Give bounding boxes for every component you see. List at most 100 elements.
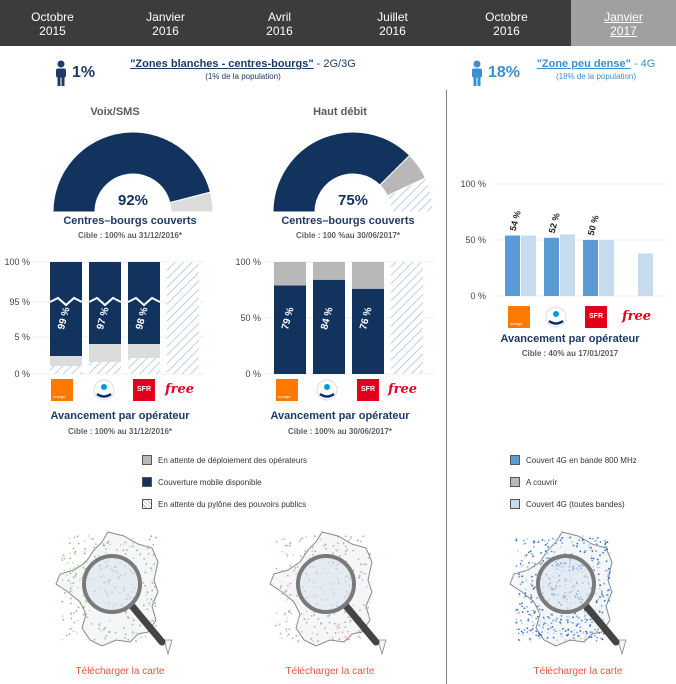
coverage-dot	[518, 575, 521, 578]
coverage-dot	[146, 598, 149, 601]
zone-left-link[interactable]: "Zones blanches - centres-bourgs"	[130, 58, 314, 70]
coverage-dot	[530, 583, 532, 586]
coverage-dot	[591, 621, 593, 624]
timeline-bar: Octobre 2015 Janvier 2016 Avril 2016 Juillet 20…	[0, 0, 676, 46]
legend-swatch	[510, 455, 520, 465]
timeline-month: Juillet	[377, 10, 408, 24]
coverage-dot	[573, 634, 575, 636]
coverage-dot	[561, 627, 564, 630]
coverage-dot	[344, 621, 346, 624]
map-haut-debit[interactable]	[260, 522, 400, 662]
timeline-month: Janvier	[146, 10, 185, 24]
coverage-dot	[281, 538, 283, 541]
coverage-dot	[351, 604, 354, 607]
timeline-item[interactable]: Avril 2016	[227, 0, 332, 46]
coverage-dot	[584, 621, 587, 624]
coverage-dot	[551, 537, 554, 540]
coverage-dot	[144, 635, 147, 638]
coverage-dot	[87, 535, 90, 537]
coverage-dot	[279, 632, 282, 635]
coverage-dot	[122, 543, 125, 546]
coverage-dot	[590, 546, 592, 549]
coverage-dot	[303, 552, 306, 555]
download-map-link[interactable]: Télécharger la carte	[285, 666, 375, 677]
coverage-dot	[285, 600, 288, 603]
coverage-dot	[537, 541, 540, 543]
timeline-item[interactable]: Juillet 2016	[340, 0, 445, 46]
coverage-dot	[70, 617, 73, 620]
coverage-dot	[69, 552, 71, 555]
timeline-item[interactable]: Janvier 2016	[113, 0, 218, 46]
coverage-dot	[597, 628, 599, 631]
coverage-dot	[603, 546, 606, 548]
bar-data-label: 50 %	[586, 214, 601, 236]
coverage-dot	[358, 576, 360, 579]
coverage-dot	[109, 543, 111, 546]
coverage-dot	[603, 582, 606, 585]
coverage-dot	[295, 634, 298, 637]
coverage-dot	[546, 637, 549, 639]
coverage-dot	[545, 557, 548, 560]
coverage-dot	[76, 535, 79, 538]
coverage-dot	[124, 541, 127, 544]
orange-logo: orange	[276, 379, 298, 401]
coverage-dot	[144, 571, 147, 574]
coverage-dot	[290, 541, 292, 544]
timeline-year: 2016	[152, 24, 179, 38]
coverage-dot	[74, 550, 77, 553]
coverage-dot	[61, 615, 64, 618]
download-map-link[interactable]: Télécharger la carte	[75, 666, 165, 677]
download-map-link[interactable]: Télécharger la carte	[533, 666, 623, 677]
timeline-item[interactable]: Janvier 2017	[571, 0, 676, 46]
coverage-dot	[590, 636, 593, 639]
coverage-dot	[150, 569, 153, 572]
coverage-dot	[518, 593, 521, 595]
sfr-logo: SFR	[133, 379, 155, 401]
coverage-dot	[135, 632, 137, 634]
coverage-dot	[540, 551, 542, 554]
axis-tick-label: 100 %	[4, 257, 30, 267]
coverage-dot	[105, 635, 108, 637]
coverage-dot	[517, 632, 520, 635]
coverage-dot	[290, 593, 293, 596]
legend-item: Couvert 4G (toutes bandes)	[510, 499, 625, 509]
coverage-dot	[533, 540, 535, 543]
coverage-dot	[83, 552, 86, 555]
map-voix[interactable]	[46, 522, 186, 662]
coverage-dot	[94, 555, 96, 558]
coverage-dot	[69, 582, 72, 585]
coverage-dot	[578, 634, 581, 637]
coverage-dot	[527, 551, 530, 554]
coverage-dot	[547, 552, 550, 555]
coverage-dot	[521, 602, 523, 605]
coverage-dot	[576, 542, 579, 545]
zone-right-link[interactable]: "Zone peu dense"	[536, 58, 631, 70]
timeline-item[interactable]: Octobre 2016	[454, 0, 559, 46]
gauge-segment	[272, 131, 411, 213]
axis-tick-label: 100 %	[460, 179, 486, 189]
coverage-dot	[362, 535, 364, 538]
coverage-dot	[561, 536, 564, 539]
coverage-dot	[533, 565, 536, 568]
coverage-dot	[136, 549, 139, 552]
coverage-dot	[66, 562, 69, 565]
timeline-item[interactable]: Octobre 2015	[0, 0, 105, 46]
coverage-dot	[63, 557, 66, 560]
coverage-dot	[317, 640, 319, 642]
coverage-dot	[98, 627, 101, 630]
coverage-dot	[539, 636, 541, 638]
coverage-dot	[589, 631, 592, 634]
coverage-dot	[296, 566, 299, 568]
coverage-dot	[343, 611, 346, 614]
coverage-dot	[539, 563, 542, 566]
coverage-dot	[116, 549, 118, 551]
timeline-year: 2015	[39, 24, 66, 38]
map-4g[interactable]	[500, 522, 640, 662]
coverage-dot	[584, 635, 587, 638]
coverage-dot	[541, 631, 544, 633]
voix-heading: Voix/SMS	[90, 106, 140, 118]
coverage-dot	[536, 596, 539, 599]
coverage-dot	[522, 592, 525, 595]
coverage-dot	[82, 567, 85, 569]
coverage-dot	[368, 601, 371, 604]
